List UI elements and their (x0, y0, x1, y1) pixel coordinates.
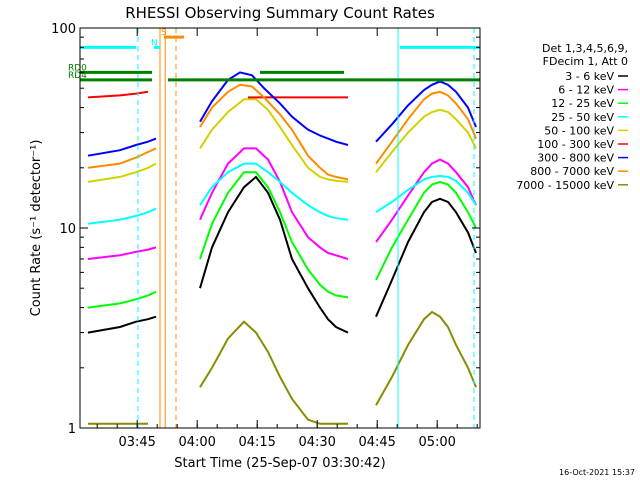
x-tick-label-04-45: 04:45 (358, 435, 395, 450)
legend-header-line-0: Det 1,3,4,5,6,9, (542, 42, 628, 55)
series-25-50-kev-segment-0 (87, 207, 157, 225)
series-7000-15000-kev-segment-1 (199, 320, 348, 425)
series-3-6-kev-segment-1 (199, 175, 349, 334)
series-6-12-kev-segment-2 (375, 158, 477, 243)
y-tick-label-10: 10 (59, 222, 76, 237)
legend-header-line-1: FDecim 1, Att 0 (543, 55, 628, 68)
x-tick-label-04-00: 04:00 (178, 435, 215, 450)
series-25-50-kev-segment-2 (375, 174, 477, 214)
series-3-6-kev-segment-2 (375, 197, 477, 318)
series-6-12-kev-segment-0 (87, 246, 157, 260)
y-axis-label: Count Rate (s⁻¹ detector⁻¹) (29, 140, 44, 317)
legend-label-800-7000-kev: 800 - 7000 keV (530, 165, 614, 178)
legend-label-25-50-kev: 25 - 50 keV (551, 111, 614, 124)
x-tick-label-04-30: 04:30 (298, 435, 335, 450)
series-50-100-kev-segment-1 (199, 98, 349, 183)
timestamp: 16-Oct-2021 15:37 (559, 468, 635, 477)
series-800-7000-kev-segment-2 (375, 90, 477, 165)
legend-label-7000-15000-kev: 7000 - 15000 keV (516, 179, 614, 192)
series-25-50-kev-segment-1 (199, 162, 349, 221)
series-800-7000-kev-segment-0 (87, 147, 157, 169)
series-7000-15000-kev-segment-2 (375, 310, 477, 406)
series-12-25-kev-segment-0 (87, 290, 157, 309)
legend: Det 1,3,4,5,6,9,FDecim 1, Att 0 3 - 6 keV… (516, 42, 628, 192)
y-tick-label-100: 100 (51, 22, 76, 37)
legend-label-3-6-kev: 3 - 6 keV (565, 70, 614, 83)
series-300-800-kev-segment-2 (375, 80, 477, 143)
series-layer (87, 71, 477, 425)
flag-label-rd4: RD4 (68, 71, 87, 81)
series-12-25-kev-segment-1 (199, 171, 349, 299)
flag-label-s: S (161, 28, 167, 38)
axis-layer: 03:45 04:00 04:15 04:30 04:45 05:00 1 10 100 (51, 22, 480, 450)
legend-label-300-800-kev: 300 - 800 keV (537, 152, 614, 165)
x-tick-label-05-00: 05:00 (418, 435, 455, 450)
flag-label-n: N (151, 38, 158, 48)
x-tick-label-03-45: 03:45 (118, 435, 155, 450)
y-tick-label-1: 1 (68, 422, 76, 437)
legend-label-6-12-kev: 6 - 12 keV (558, 84, 614, 97)
series-50-100-kev-segment-2 (375, 108, 477, 173)
flag-label-rd0: RD0 (68, 63, 87, 73)
series-3-6-kev-segment-0 (87, 315, 157, 334)
chart-title: RHESSI Observing Summary Count Rates (125, 4, 435, 22)
series-300-800-kev-segment-0 (87, 137, 157, 157)
vertical-marker-layer (137, 28, 475, 428)
legend-label-100-300-kev: 100 - 300 keV (537, 138, 614, 151)
x-tick-label-04-15: 04:15 (238, 435, 275, 450)
series-50-100-kev-segment-0 (87, 162, 157, 183)
x-axis-label: Start Time (25-Sep-07 03:30:42) (174, 456, 385, 471)
series-12-25-kev-segment-2 (375, 180, 477, 281)
series-800-7000-kev-segment-1 (199, 83, 349, 181)
legend-label-12-25-kev: 12 - 25 keV (551, 97, 614, 110)
legend-label-50-100-kev: 50 - 100 keV (544, 124, 614, 137)
series-100-300-kev-segment-0 (87, 90, 149, 99)
